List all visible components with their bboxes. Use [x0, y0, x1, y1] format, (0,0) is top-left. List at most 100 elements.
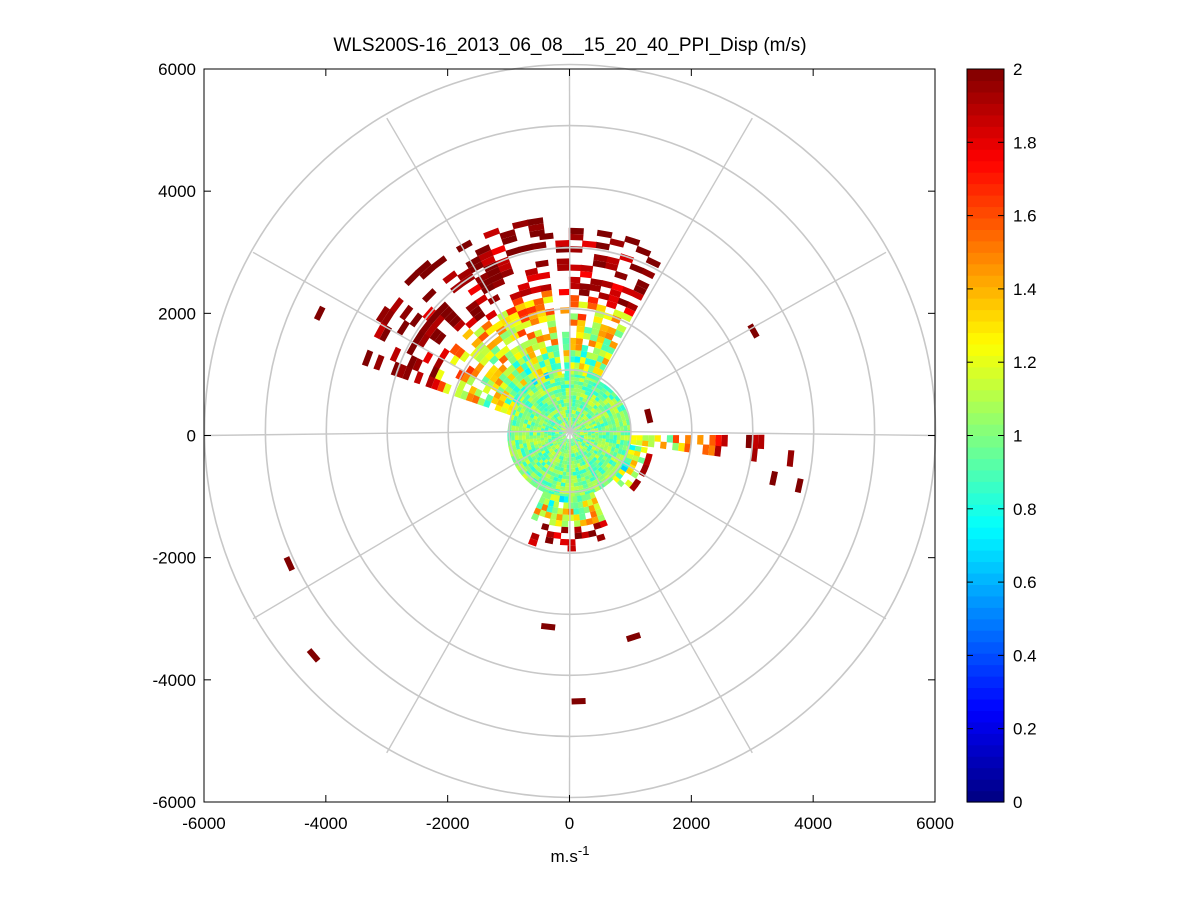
colorbar-band [967, 275, 1004, 288]
ppi-cell [484, 350, 495, 361]
ppi-cell [572, 453, 576, 458]
ppi-cell [573, 384, 579, 389]
ppi-cell [615, 422, 620, 428]
ppi-cell [518, 463, 525, 470]
ppi-cell [622, 420, 628, 426]
ppi-cell [529, 480, 537, 487]
ppi-cell [645, 453, 653, 461]
ppi-cell [563, 445, 566, 450]
ppi-cell [621, 312, 633, 323]
ppi-cell [614, 270, 628, 281]
ppi-cell [527, 390, 535, 397]
ppi-cell [640, 446, 648, 454]
ppi-cell [518, 243, 534, 253]
ppi-cell [551, 472, 556, 477]
ppi-cell [584, 357, 592, 365]
ppi-cell [559, 459, 563, 464]
ppi-cell [582, 447, 587, 451]
ppi-cell [568, 508, 574, 515]
ppi-cell [515, 444, 521, 450]
ppi-cell [613, 329, 624, 339]
ppi-cell [560, 439, 564, 443]
ppi-cell [575, 399, 579, 404]
ppi-cell [442, 383, 452, 395]
ppi-cell [485, 309, 498, 321]
grid-spoke [569, 430, 936, 437]
ppi-cell [595, 304, 607, 313]
ppi-cell [490, 345, 501, 356]
ppi-cell [576, 431, 581, 434]
ppi-cell [459, 390, 469, 401]
ppi-cell [564, 445, 567, 450]
ppi-cell [560, 452, 564, 457]
ppi-cell [567, 453, 570, 458]
ppi-cell [598, 390, 605, 397]
ppi-cell [531, 241, 547, 250]
ppi-cell [555, 439, 560, 442]
ppi-cell [521, 473, 529, 480]
ppi-cell [541, 425, 546, 429]
colorbar-band [967, 424, 1004, 437]
ppi-cell [566, 472, 570, 476]
ppi-cell [518, 426, 523, 432]
ppi-cell [568, 439, 570, 443]
ppi-cell [603, 480, 610, 487]
ppi-cell [498, 354, 509, 365]
ppi-cell [558, 395, 564, 401]
ppi-cell [582, 441, 587, 445]
ppi-cell [546, 482, 553, 488]
ppi-cell [531, 343, 540, 352]
ppi-cell [554, 433, 559, 435]
ppi-cell [474, 362, 485, 373]
scatter-point [769, 470, 778, 486]
ppi-cell [563, 350, 570, 357]
ppi-cell [545, 492, 552, 500]
colorbar-band [967, 194, 1004, 208]
ppi-cell [547, 435, 552, 438]
ppi-cell [557, 426, 562, 430]
ppi-cell [654, 435, 661, 442]
ppi-cell [581, 397, 587, 403]
ppi-cell [483, 227, 501, 239]
ppi-cell [566, 406, 570, 410]
ppi-cell [562, 514, 569, 521]
ppi-cell [577, 477, 582, 483]
colorbar-tick-label: 0.6 [1013, 573, 1037, 592]
x-tick-label: 0 [565, 814, 574, 833]
ppi-cell [593, 502, 601, 511]
ppi-cell [642, 435, 649, 441]
ppi-cell [575, 414, 579, 419]
ppi-cell [564, 442, 567, 446]
colorbar-tick-label: 1 [1013, 427, 1022, 446]
ppi-cell [580, 423, 585, 428]
ppi-cell [610, 446, 616, 452]
ppi-cell [536, 435, 541, 439]
ppi-cell [558, 419, 563, 424]
ppi-cell [518, 453, 524, 459]
ppi-cell [572, 399, 576, 403]
ppi-cell [521, 451, 527, 458]
ppi-cell [568, 420, 570, 425]
ppi-cell [616, 426, 621, 432]
ppi-cell [541, 523, 550, 531]
scatter-point [571, 697, 586, 705]
colorbar-band [967, 653, 1004, 666]
ppi-cell [515, 464, 522, 472]
ppi-cell [424, 324, 437, 338]
ppi-cell [580, 401, 585, 406]
ppi-cell [548, 441, 553, 445]
ppi-cell [512, 385, 521, 394]
ppi-cell [612, 427, 617, 432]
chart-title: WLS200S-16_2013_06_08__15_20_40_PPI_Disp… [333, 35, 806, 56]
ppi-cell [619, 410, 625, 417]
ppi-cell [521, 397, 528, 405]
ppi-cell [586, 499, 594, 507]
ppi-cell [563, 464, 568, 469]
sector-south [528, 490, 608, 552]
ppi-cell [553, 476, 559, 482]
ppi-cell [547, 452, 552, 457]
ppi-cell [589, 397, 595, 403]
ppi-cell [489, 355, 499, 365]
ppi-cell [546, 444, 551, 449]
ppi-cell [422, 288, 437, 303]
